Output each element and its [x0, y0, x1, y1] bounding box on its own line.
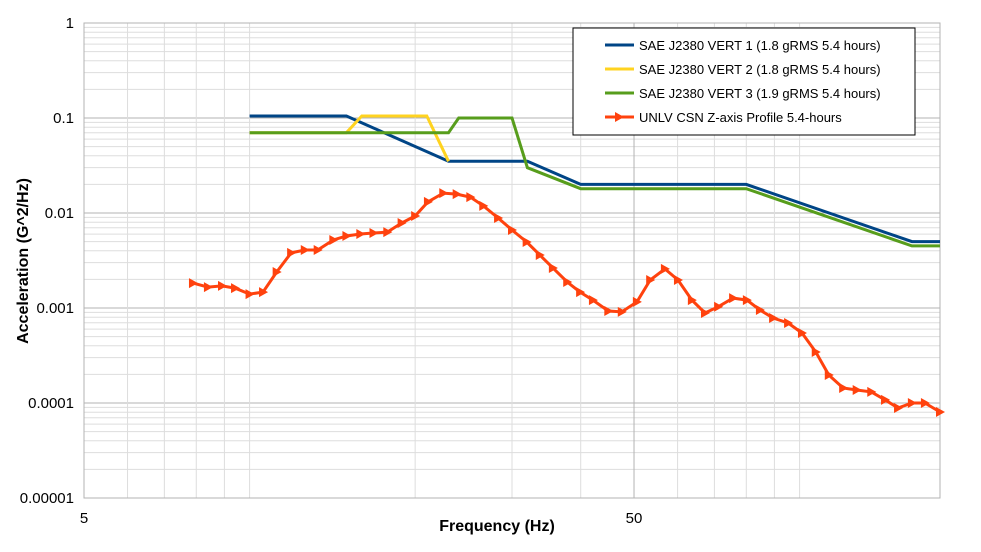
data-point-marker [784, 318, 794, 329]
data-point-marker [852, 385, 862, 396]
series-line-4 [192, 191, 941, 414]
data-point-marker [687, 295, 697, 306]
y-tick-label: 0.0001 [28, 395, 74, 412]
y-tick-label: 0.00001 [20, 490, 74, 507]
data-point-marker [300, 244, 310, 255]
series-line-1 [249, 114, 940, 244]
data-point-marker [508, 225, 517, 236]
data-point-marker [411, 210, 421, 221]
data-point-marker [660, 263, 670, 274]
data-point-marker [494, 212, 504, 223]
legend-label-3: SAE J2380 VERT 3 (1.9 gRMS 5.4 hours) [639, 86, 881, 101]
data-point-marker [588, 295, 598, 306]
data-point-marker [920, 398, 930, 408]
data-point-marker [287, 247, 297, 258]
data-point-marker [881, 394, 891, 405]
data-point-marker [231, 283, 241, 294]
legend-label-2: SAE J2380 VERT 2 (1.8 gRMS 5.4 hours) [639, 62, 881, 77]
data-point-marker [729, 293, 739, 304]
data-point-marker [245, 289, 255, 300]
legend-marker-icon [615, 112, 624, 122]
data-point-marker [700, 307, 710, 318]
data-point-marker [452, 189, 462, 200]
data-point-marker [522, 237, 532, 248]
x-tick-label: 50 [626, 510, 643, 527]
data-point-marker [423, 196, 433, 207]
x-tick-labels: 5 50 [80, 510, 643, 527]
data-point-marker [617, 306, 627, 317]
data-point-marker [272, 267, 282, 278]
legend-label-4: UNLV CSN Z-axis Profile 5.4-hours [639, 110, 842, 125]
data-point-marker [203, 282, 213, 293]
data-point-marker [329, 234, 339, 245]
data-point-marker [342, 230, 352, 241]
y-axis-title: Acceleration (G^2/Hz) [15, 178, 32, 344]
x-tick-label: 5 [80, 510, 88, 527]
data-point-marker [548, 262, 558, 273]
y-tick-labels: 1 0.1 0.01 0.001 0.0001 0.00001 [20, 15, 74, 507]
data-point-marker [907, 398, 917, 408]
data-point-marker [604, 305, 614, 316]
series-layer [188, 114, 945, 418]
data-point-marker [811, 347, 821, 358]
data-point-marker [894, 402, 904, 413]
data-point-marker [839, 382, 849, 393]
data-point-marker [646, 275, 656, 286]
data-point-marker [563, 276, 573, 287]
data-point-marker [755, 304, 765, 315]
y-tick-label: 1 [66, 15, 74, 32]
data-point-marker [188, 278, 198, 289]
data-point-marker [479, 200, 489, 211]
y-tick-label: 0.001 [36, 300, 74, 317]
data-point-marker [576, 287, 586, 298]
x-axis-title: Frequency (Hz) [439, 518, 555, 535]
data-point-marker [259, 287, 269, 298]
data-point-marker [797, 327, 807, 338]
series-line-3 [249, 116, 940, 248]
legend-label-1: SAE J2380 VERT 1 (1.8 gRMS 5.4 hours) [639, 38, 881, 53]
data-point-marker [466, 192, 476, 203]
data-point-marker [535, 250, 545, 261]
legend: SAE J2380 VERT 1 (1.8 gRMS 5.4 hours) SAE… [572, 27, 916, 136]
data-point-marker [714, 301, 724, 312]
data-point-marker [313, 244, 323, 255]
data-point-marker [742, 295, 752, 306]
data-point-marker [867, 386, 877, 397]
data-point-marker [218, 280, 228, 291]
data-point-marker [369, 227, 379, 238]
y-tick-label: 0.1 [53, 110, 74, 127]
data-point-marker [632, 296, 642, 307]
plot-area-border [83, 22, 941, 499]
data-point-marker [356, 229, 366, 240]
data-point-marker [397, 217, 407, 228]
data-point-marker [673, 275, 683, 286]
data-point-marker [383, 227, 393, 238]
data-point-marker [936, 407, 945, 418]
data-point-marker [769, 312, 779, 323]
data-point-marker [824, 370, 834, 381]
y-tick-label: 0.01 [45, 205, 74, 222]
data-point-marker [439, 188, 449, 199]
